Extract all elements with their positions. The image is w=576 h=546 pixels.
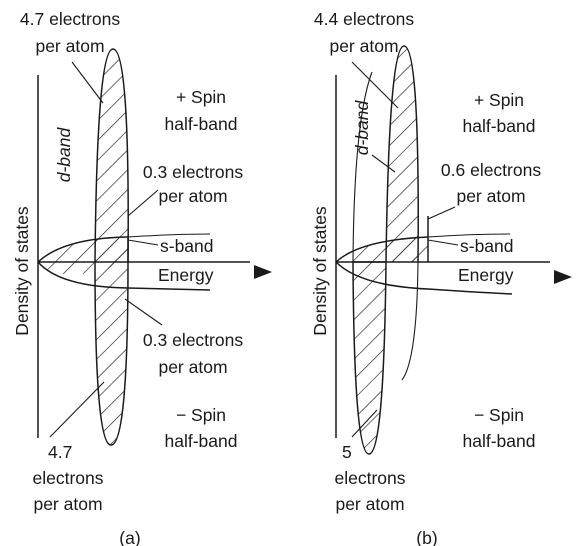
minus-spin-line1: − Spin xyxy=(176,405,226,425)
top-s-line2: per atom xyxy=(158,186,227,206)
plus-spin-line2: half-band xyxy=(165,114,238,134)
s-band-label: s-band xyxy=(460,236,514,256)
panel-caption: (b) xyxy=(416,528,437,546)
leader-top-s xyxy=(127,189,159,217)
leader-top-d xyxy=(351,61,399,109)
leader-bot-d xyxy=(49,381,105,438)
d-band-plus-unfilled xyxy=(401,261,419,381)
s-band-minus-curve xyxy=(335,261,513,295)
d-band-label: d-band xyxy=(352,99,372,155)
minus-spin-line2: half-band xyxy=(165,431,238,451)
leader-bot-d xyxy=(351,409,378,438)
d-band-minus-unfilled xyxy=(352,71,373,263)
energy-arrow-icon xyxy=(254,265,272,279)
leader-d-band xyxy=(371,154,396,173)
plus-spin-line2: half-band xyxy=(463,116,536,136)
s-band-minus-curve xyxy=(37,261,211,291)
top-s-line1: 0.6 electrons xyxy=(441,160,541,180)
bot-d-line1: 5 xyxy=(342,442,352,462)
top-d-line2: per atom xyxy=(329,36,398,56)
panel-caption: (a) xyxy=(119,528,140,546)
bot-d-line2: electrons xyxy=(32,468,103,488)
plus-spin-line1: + Spin xyxy=(474,90,524,110)
leader-top-s xyxy=(427,206,456,220)
top-s-line2: per atom xyxy=(456,186,525,206)
energy-label: Energy xyxy=(458,265,514,285)
s-band-plus-curve xyxy=(335,236,429,263)
s-band-plus-tail xyxy=(127,233,211,238)
axis-label: Density of states xyxy=(12,206,32,336)
leader-top-d xyxy=(71,61,104,104)
s-band-label: s-band xyxy=(160,236,214,256)
panel-b: Density of states d-band s-band Energy 4… xyxy=(310,9,572,546)
bot-d-line2: electrons xyxy=(334,468,405,488)
top-d-line1: 4.4 electrons xyxy=(314,9,414,29)
s-band-plus-tail xyxy=(427,233,511,238)
d-band-label: d-band xyxy=(54,126,74,182)
d-band-plus-outline xyxy=(385,45,419,263)
d-band-minus-outline xyxy=(352,261,387,455)
top-d-line1: 4.7 electrons xyxy=(20,9,120,29)
plus-spin-line1: + Spin xyxy=(176,87,226,107)
bot-d-line3: per atom xyxy=(335,494,404,514)
panel-a: Density of states d-band s-band Energy 4… xyxy=(12,9,272,546)
axis-label: Density of states xyxy=(310,206,330,336)
bot-d-line1: 4.7 xyxy=(48,442,72,462)
leader-s-band xyxy=(127,239,159,246)
energy-label: Energy xyxy=(158,265,214,285)
energy-arrow-icon xyxy=(554,270,572,284)
bot-s-line1: 0.3 electrons xyxy=(143,330,243,350)
bot-s-line2: per atom xyxy=(158,357,227,377)
s-band-plus-curve xyxy=(37,236,129,263)
leader-s-band xyxy=(427,239,459,246)
top-d-line2: per atom xyxy=(35,36,104,56)
s-band-hatch xyxy=(336,237,428,262)
minus-spin-line2: half-band xyxy=(463,431,536,451)
minus-spin-line1: − Spin xyxy=(474,405,524,425)
leader-bot-s xyxy=(124,298,163,326)
bot-d-line3: per atom xyxy=(33,494,102,514)
top-s-line1: 0.3 electrons xyxy=(143,162,243,182)
